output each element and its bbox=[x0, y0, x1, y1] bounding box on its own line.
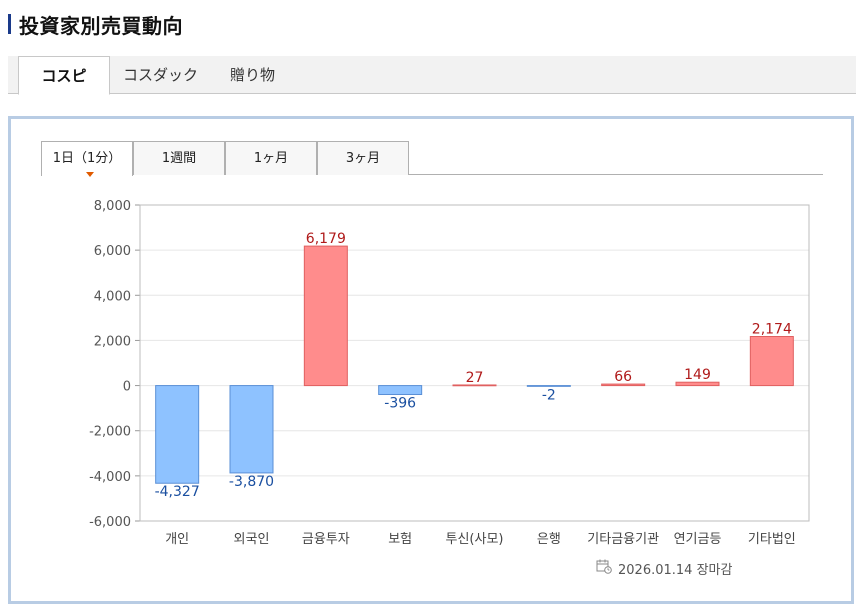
tab-period-3month[interactable]: 3ヶ月 bbox=[317, 141, 409, 175]
x-tick-label: 금융투자 bbox=[302, 532, 350, 547]
data-label: 6,179 bbox=[306, 231, 346, 247]
data-label: 2,174 bbox=[752, 322, 792, 338]
tab-kospi[interactable]: コスピ bbox=[18, 56, 110, 95]
plot-frame bbox=[139, 204, 810, 522]
x-tick-label: 연기금등 bbox=[674, 532, 722, 547]
period-tab-bar: 1日（1分） 1週間 1ヶ月 3ヶ月 bbox=[41, 141, 823, 177]
data-label: 66 bbox=[614, 369, 632, 385]
tab-period-1day-label: 1日（1分） bbox=[52, 151, 122, 166]
x-tick-label: 개인 bbox=[165, 532, 189, 547]
bar bbox=[229, 385, 274, 474]
y-tick-label: 0 bbox=[123, 380, 131, 395]
bar bbox=[675, 381, 720, 387]
x-tick-label: 은행 bbox=[537, 531, 561, 547]
bar bbox=[155, 385, 200, 484]
y-tick-label: -4,000 bbox=[89, 470, 131, 485]
tab-gift[interactable]: 贈り物 bbox=[230, 66, 276, 84]
data-label: 149 bbox=[684, 367, 711, 383]
x-tick-label: 외국인 bbox=[234, 532, 270, 547]
data-label: 27 bbox=[466, 370, 484, 386]
tab-kosdaq[interactable]: コスダック bbox=[123, 66, 199, 84]
x-tick-label: 보험 bbox=[388, 532, 412, 547]
bar-layer bbox=[155, 245, 794, 484]
active-tab-marker-icon bbox=[86, 172, 94, 177]
bar bbox=[526, 385, 571, 387]
tab-period-1month[interactable]: 1ヶ月 bbox=[225, 141, 317, 175]
bar bbox=[601, 383, 646, 387]
y-tick-label: 4,000 bbox=[94, 289, 131, 304]
axis-layer: 8,000 6,000 4,000 2,000 0 -2,000 -4,000 -6,000 개… bbox=[89, 199, 810, 547]
y-tick-label: -2,000 bbox=[89, 425, 131, 440]
data-label: -4,327 bbox=[155, 484, 200, 500]
value-label-layer: -4,327 -3,870 6,179 -396 27 -2 66 149 2,174 bbox=[155, 231, 792, 500]
data-label: -2 bbox=[542, 387, 556, 403]
y-tick-label: 8,000 bbox=[94, 199, 131, 214]
data-label: -396 bbox=[384, 396, 416, 412]
date-text: 2026.01.14 장마감 bbox=[618, 562, 733, 578]
page-title: 投資家別売買動向 bbox=[19, 13, 183, 38]
bar bbox=[749, 336, 794, 387]
data-label: -3,870 bbox=[229, 474, 274, 490]
y-tick-label: 2,000 bbox=[94, 334, 131, 349]
calendar-clock-icon bbox=[596, 558, 612, 578]
date-status: 2026.01.14 장마감 bbox=[596, 558, 732, 578]
bar bbox=[452, 384, 497, 387]
page-title-area: 投資家別売買動向 bbox=[8, 10, 183, 38]
market-tab-bar: コスピ コスダック 贈り物 bbox=[8, 56, 856, 95]
chart-panel: 1日（1分） 1週間 1ヶ月 3ヶ月 -4,327 -3,870 6,179 -396… bbox=[8, 116, 854, 604]
x-tick-label: 기타법인 bbox=[748, 532, 796, 547]
bar bbox=[303, 245, 348, 387]
tab-period-1day[interactable]: 1日（1分） bbox=[41, 141, 133, 177]
investor-bar-chart: -4,327 -3,870 6,179 -396 27 -2 66 149 2,174 8,00… bbox=[89, 199, 810, 547]
y-tick-label: 6,000 bbox=[94, 244, 131, 259]
x-tick-label: 기타금융기관 bbox=[587, 532, 659, 547]
bar bbox=[378, 385, 423, 396]
title-accent-bar bbox=[8, 14, 11, 34]
y-tick-label: -6,000 bbox=[89, 515, 131, 530]
tab-period-1week[interactable]: 1週間 bbox=[133, 141, 225, 175]
x-tick-label: 투신(사모) bbox=[446, 532, 504, 547]
